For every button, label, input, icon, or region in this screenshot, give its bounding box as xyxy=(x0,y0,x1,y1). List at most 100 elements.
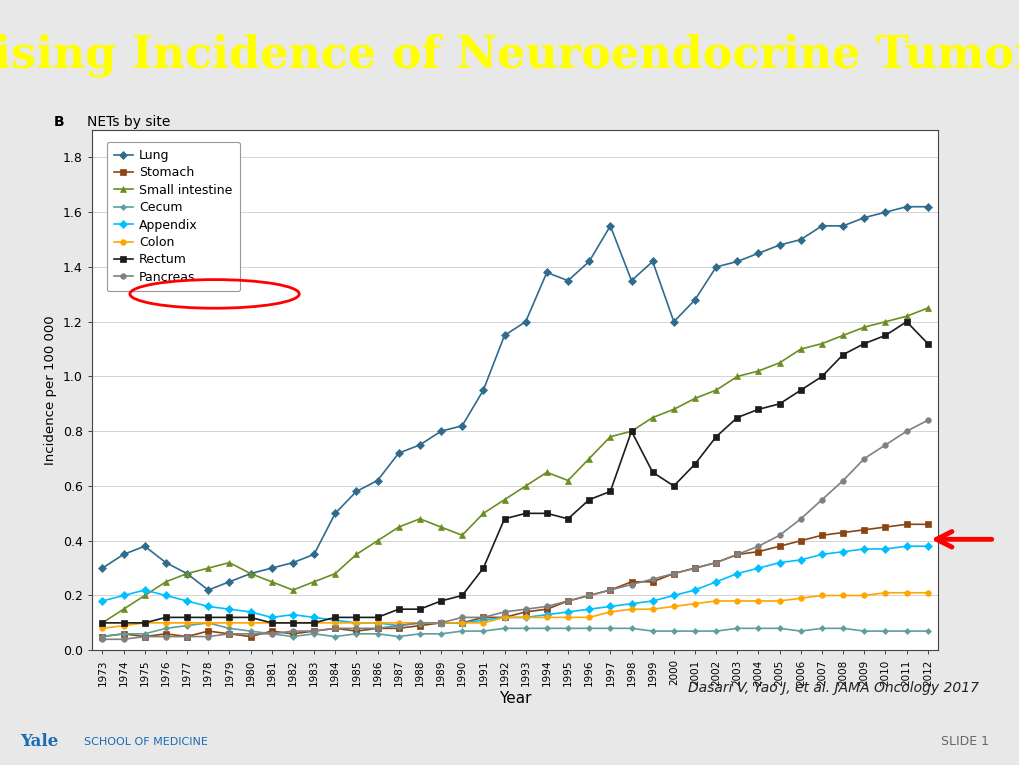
Rectum xyxy=(752,405,764,414)
Colon xyxy=(434,618,446,627)
Lung xyxy=(794,235,806,244)
Appendix xyxy=(900,542,912,551)
Stomach xyxy=(794,536,806,545)
Small intestine xyxy=(625,427,637,436)
Pancreas xyxy=(772,531,785,540)
Lung xyxy=(371,476,383,485)
Pancreas xyxy=(900,427,912,436)
Rectum xyxy=(392,604,405,614)
Lung xyxy=(96,564,108,573)
Text: Rising Incidence of Neuroendocrine Tumors: Rising Incidence of Neuroendocrine Tumor… xyxy=(0,34,1019,77)
Colon xyxy=(350,618,362,627)
Pancreas xyxy=(878,441,891,450)
Lung xyxy=(646,257,658,266)
Small intestine xyxy=(752,366,764,376)
Small intestine xyxy=(202,564,214,573)
Pancreas xyxy=(857,454,869,463)
Cecum xyxy=(900,627,912,636)
Colon xyxy=(561,613,574,622)
Stomach xyxy=(498,613,511,622)
Small intestine xyxy=(245,569,257,578)
Cecum xyxy=(265,630,277,639)
Rectum xyxy=(794,386,806,395)
Stomach xyxy=(878,522,891,532)
Small intestine xyxy=(455,531,468,540)
Colon xyxy=(752,597,764,606)
Cecum xyxy=(752,623,764,633)
Stomach xyxy=(477,613,489,622)
Colon xyxy=(308,618,320,627)
Small intestine xyxy=(180,569,193,578)
Rectum xyxy=(265,618,277,627)
Lung xyxy=(667,317,680,327)
Rectum xyxy=(815,372,827,381)
Small intestine xyxy=(96,618,108,627)
Lung xyxy=(752,249,764,258)
Stomach xyxy=(625,578,637,587)
Appendix xyxy=(477,616,489,625)
Cecum xyxy=(646,627,658,636)
Lung xyxy=(561,276,574,285)
Stomach xyxy=(286,630,299,639)
Cecum xyxy=(561,623,574,633)
Cecum xyxy=(160,623,172,633)
Lung xyxy=(688,295,700,304)
Rectum xyxy=(329,613,341,622)
Pancreas xyxy=(752,542,764,551)
Stomach xyxy=(837,528,849,537)
Cecum xyxy=(815,623,827,633)
Appendix xyxy=(160,591,172,600)
Lung xyxy=(392,448,405,457)
Cecum xyxy=(583,623,595,633)
Pancreas xyxy=(603,585,615,594)
Small intestine xyxy=(286,585,299,594)
Lung xyxy=(921,202,933,211)
Cecum xyxy=(921,627,933,636)
Colon xyxy=(245,618,257,627)
Rectum xyxy=(455,591,468,600)
Stomach xyxy=(392,623,405,633)
Pancreas xyxy=(540,602,552,611)
Lung xyxy=(329,509,341,518)
Pancreas xyxy=(223,630,235,639)
Colon xyxy=(540,613,552,622)
Rectum xyxy=(837,350,849,359)
Legend: Lung, Stomach, Small intestine, Cecum, Appendix, Colon, Rectum, Pancreas: Lung, Stomach, Small intestine, Cecum, A… xyxy=(106,142,239,291)
Stomach xyxy=(223,630,235,639)
Small intestine xyxy=(561,476,574,485)
Lung xyxy=(857,213,869,223)
Cecum xyxy=(477,627,489,636)
Lung xyxy=(434,427,446,436)
Small intestine xyxy=(371,536,383,545)
Appendix xyxy=(667,591,680,600)
Appendix xyxy=(646,597,658,606)
Colon xyxy=(709,597,721,606)
Appendix xyxy=(414,618,426,627)
Colon xyxy=(625,604,637,614)
Colon xyxy=(688,599,700,608)
Pancreas xyxy=(561,597,574,606)
Appendix xyxy=(772,558,785,567)
Pancreas xyxy=(350,623,362,633)
Small intestine xyxy=(857,323,869,332)
Small intestine xyxy=(477,509,489,518)
Pancreas xyxy=(245,630,257,639)
Pancreas xyxy=(180,632,193,641)
Colon xyxy=(603,607,615,617)
Rectum xyxy=(498,514,511,523)
Lung xyxy=(477,386,489,395)
Colon xyxy=(371,618,383,627)
Small intestine xyxy=(667,405,680,414)
Small intestine xyxy=(117,604,129,614)
Lung xyxy=(837,221,849,230)
Rectum xyxy=(646,467,658,477)
Rectum xyxy=(731,413,743,422)
Cecum xyxy=(794,627,806,636)
Colon xyxy=(900,588,912,597)
Line: Stomach: Stomach xyxy=(100,522,929,640)
Small intestine xyxy=(350,550,362,559)
Pancreas xyxy=(308,627,320,636)
Lung xyxy=(540,268,552,277)
Pancreas xyxy=(709,558,721,567)
Appendix xyxy=(308,613,320,622)
